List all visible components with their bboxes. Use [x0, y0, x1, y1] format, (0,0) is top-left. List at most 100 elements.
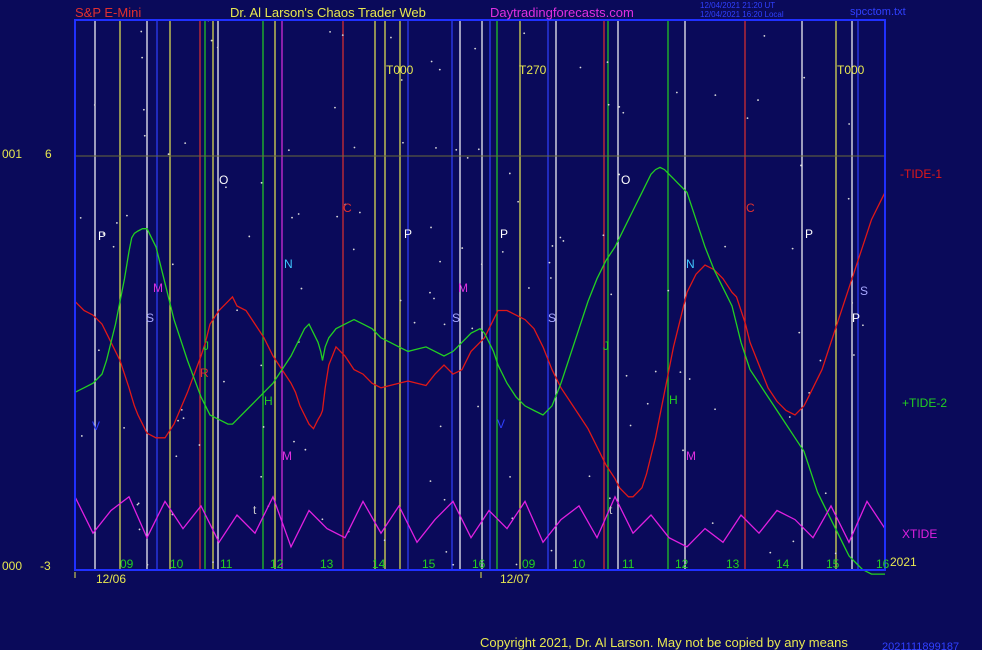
dot: [137, 502, 140, 505]
dot: [461, 247, 464, 249]
dot: [248, 235, 251, 238]
dot: [711, 522, 714, 525]
footer-copyright: Copyright 2021, Dr. Al Larson. May not b…: [480, 635, 848, 650]
dot: [618, 105, 621, 108]
series-line-tide2: [74, 166, 885, 575]
dot: [452, 563, 455, 566]
dot: [102, 233, 105, 235]
dot: [517, 200, 520, 203]
annotation-letter: M: [458, 281, 468, 295]
dot: [445, 550, 448, 553]
dot: [523, 32, 526, 35]
hour-label: 10: [572, 557, 586, 571]
dot: [788, 416, 791, 418]
dot: [763, 35, 766, 37]
dot: [819, 359, 822, 362]
dot: [608, 497, 611, 500]
dot: [439, 260, 441, 263]
dot: [287, 149, 290, 152]
annotation-letter: P: [404, 227, 412, 241]
vertical-time-lines: [94, 20, 859, 570]
dot: [212, 561, 214, 563]
dot: [610, 293, 613, 296]
dot: [550, 549, 553, 552]
annotation-letter: O: [219, 173, 228, 187]
hour-label: 14: [372, 557, 386, 571]
annotation-letter: S: [146, 311, 154, 325]
dot: [352, 248, 355, 251]
hour-label: 09: [120, 557, 134, 571]
dot: [399, 299, 402, 302]
dot: [413, 321, 416, 324]
dot: [402, 141, 404, 144]
dot: [336, 215, 339, 218]
dot: [138, 528, 141, 531]
dot: [184, 142, 187, 145]
dot: [798, 331, 801, 334]
header-site[interactable]: Daytradingforecasts.com: [490, 5, 634, 20]
dot: [390, 36, 392, 39]
hour-label: 14: [776, 557, 790, 571]
dot: [140, 30, 143, 33]
xtide-label: XTIDE: [902, 527, 937, 541]
dot: [80, 435, 83, 437]
dot: [433, 297, 435, 300]
annotation-letter: C: [343, 201, 352, 215]
dot: [304, 448, 307, 451]
dot: [260, 181, 263, 184]
dot: [321, 518, 324, 521]
dot: [429, 291, 431, 294]
dot: [474, 47, 477, 50]
dot: [714, 94, 717, 97]
dot: [688, 378, 691, 380]
dot: [824, 492, 827, 495]
dot: [430, 226, 432, 229]
header-left: S&P E-Mini: [75, 5, 141, 20]
dot: [262, 426, 265, 428]
time-marker: T000: [386, 63, 414, 77]
dot: [646, 402, 649, 405]
tide2-label: +TIDE-2: [902, 396, 947, 410]
dot: [291, 216, 293, 219]
dot: [724, 245, 727, 248]
dot: [579, 66, 582, 69]
dot: [443, 498, 446, 501]
annotation-letter: t: [253, 503, 257, 517]
tide1-label: -TIDE-1: [900, 167, 942, 181]
dot: [548, 261, 551, 264]
annotation-letter: P: [500, 227, 508, 241]
dot: [216, 46, 219, 49]
dot: [528, 287, 530, 289]
dot: [654, 370, 657, 373]
dot: [167, 153, 170, 156]
dot: [210, 39, 213, 42]
dot: [471, 327, 474, 330]
dot: [236, 309, 238, 312]
annotation-letter: J: [603, 339, 609, 353]
annotation-letter: N: [686, 257, 695, 271]
dot: [675, 91, 678, 94]
annotation-letter: M: [282, 449, 292, 463]
dot: [329, 30, 331, 33]
dot: [93, 104, 96, 106]
dot: [344, 203, 347, 206]
dot: [182, 417, 185, 420]
dot: [602, 234, 605, 237]
series-layer: [74, 166, 886, 575]
dot: [400, 79, 403, 81]
hour-labels: 09 10 11 12 13 14 15 16 09 10 11 12 13 14 15 16: [120, 557, 890, 571]
time-marker: T000: [837, 63, 865, 77]
dot: [625, 374, 628, 377]
dot: [297, 213, 300, 215]
hour-label: 13: [320, 557, 334, 571]
series-line-tide1: [74, 192, 886, 498]
hour-label: 09: [522, 557, 536, 571]
dot: [358, 211, 361, 214]
annotation-letter: C: [746, 201, 755, 215]
dot: [141, 56, 144, 59]
dot: [714, 408, 716, 411]
annotation-letter: t: [609, 503, 613, 517]
dot: [800, 164, 802, 167]
dot: [501, 250, 504, 253]
